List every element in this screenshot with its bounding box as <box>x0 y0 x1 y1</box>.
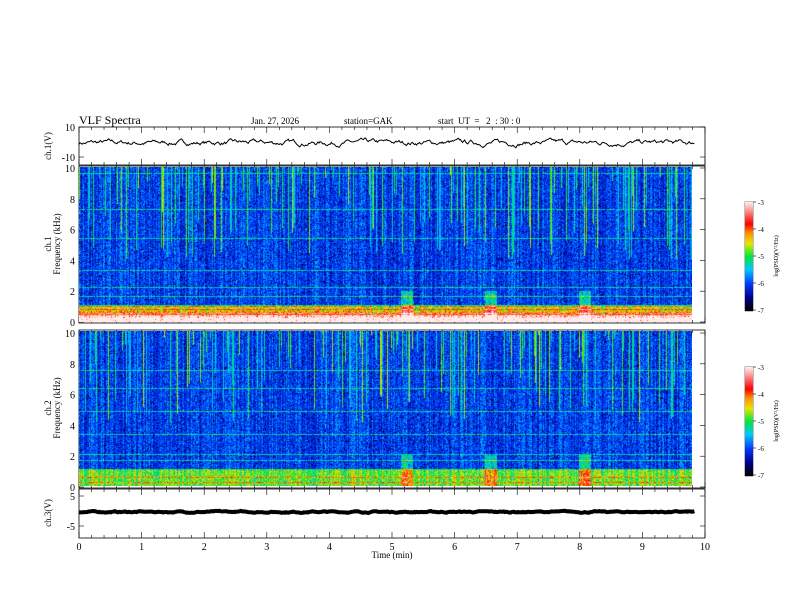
x-tick-label: 2 <box>202 542 207 553</box>
y-tick-label: 10 <box>65 123 75 134</box>
x-tick-label: 0 <box>77 542 82 553</box>
y-tick-label: 10 <box>65 164 75 175</box>
x-tick-label: 9 <box>640 542 645 553</box>
x-axis-label: Time (min) <box>372 550 413 560</box>
ch1-spec-ylabel-line2: Frequency (kHz) <box>52 213 62 274</box>
colorbar-tick-label: -7 <box>758 472 764 480</box>
y-tick-label: 8 <box>70 360 75 371</box>
y-tick-label: 10 <box>65 329 75 340</box>
date-label: Jan. 27, 2026 <box>251 116 299 126</box>
y-tick-label: 6 <box>70 226 75 237</box>
y-tick-label: 8 <box>70 195 75 206</box>
ch2-spec-ylabel-line1: ch.2 <box>43 400 53 415</box>
x-tick-label: 1 <box>139 542 144 553</box>
y-tick-label: 5 <box>70 492 75 503</box>
y-tick-label: -5 <box>67 522 75 533</box>
ch1-ylabel: ch.1(V) <box>43 132 53 160</box>
colorbar-tick-label: -3 <box>758 199 764 207</box>
ch2-colorbar <box>745 367 753 476</box>
ch3-ylabel: ch.3(V) <box>43 499 53 527</box>
x-tick-label: 8 <box>577 542 582 553</box>
ch3-waveform-line <box>78 508 695 516</box>
y-tick-label: 0 <box>70 318 75 329</box>
y-tick-label: 6 <box>70 391 75 402</box>
start-ut-label: start UT = 2 : 30 : 0 <box>438 116 521 126</box>
ch1-waveform-line <box>78 137 695 149</box>
colorbar-label: log(PSD)(V²/Hz) <box>773 400 780 441</box>
y-tick-label: 2 <box>70 452 75 463</box>
figure-title: VLF Spectra <box>79 113 141 127</box>
x-tick-label: 5 <box>390 542 395 553</box>
ch2-spec-ylabel-line2: Frequency (kHz) <box>52 377 62 438</box>
y-tick-label: 4 <box>70 256 75 267</box>
x-tick-label: 7 <box>515 542 520 553</box>
x-tick-label: 3 <box>264 542 269 553</box>
colorbar-tick-label: -5 <box>758 418 764 426</box>
colorbar-label: log(PSD)(V²/Hz) <box>773 235 780 276</box>
x-tick-label: 10 <box>700 542 710 553</box>
ch1-spectrogram <box>79 167 692 322</box>
colorbar-tick-label: -5 <box>758 253 764 261</box>
y-tick-label: -10 <box>62 153 75 164</box>
x-tick-label: 4 <box>327 542 332 553</box>
station-label: station=GAK <box>344 116 393 126</box>
x-tick-label: 6 <box>452 542 457 553</box>
y-tick-label: 0 <box>70 483 75 494</box>
ch1-colorbar <box>745 202 753 311</box>
colorbar-tick-label: -6 <box>758 280 764 288</box>
ch1-spec-ylabel-line1: ch.1 <box>43 236 53 251</box>
y-tick-label: 2 <box>70 287 75 298</box>
colorbar-tick-label: -6 <box>758 445 764 453</box>
y-tick-label: 4 <box>70 421 75 432</box>
colorbar-tick-label: -4 <box>758 391 764 399</box>
ch2-spectrogram <box>79 331 692 486</box>
colorbar-tick-label: -3 <box>758 364 764 372</box>
colorbar-tick-label: -7 <box>758 307 764 315</box>
colorbar-tick-label: -4 <box>758 226 764 234</box>
